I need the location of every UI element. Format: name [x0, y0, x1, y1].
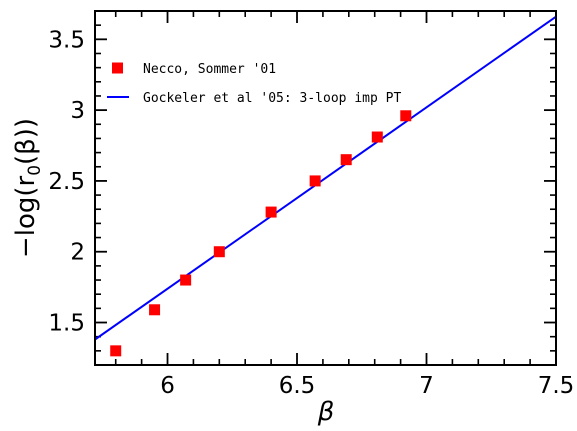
data-point	[265, 206, 277, 218]
legend: Necco, Sommer '01 Gockeler et al '05: 3-l…	[107, 62, 401, 106]
data-point	[110, 345, 122, 357]
x-tick-label: 6	[160, 373, 175, 399]
plot-frame	[94, 10, 557, 366]
y-tick-label: 2	[70, 240, 85, 266]
data-point	[371, 131, 383, 143]
y-tick-labels: 1.5 2 2.5 3 3.5	[48, 27, 85, 336]
y-axis-title-subscript: 0	[25, 165, 45, 176]
data-point	[149, 304, 161, 316]
data-point	[213, 246, 225, 258]
x-axis-title: β	[317, 397, 335, 427]
y-tick-label: 3	[70, 98, 85, 124]
data-point	[400, 110, 412, 122]
data-point	[340, 154, 352, 166]
fit-line	[95, 15, 556, 341]
y-axis-title-prefix: −log(r	[11, 175, 41, 258]
y-axis-title-suffix: (β))	[11, 118, 41, 165]
y-tick-label: 2.5	[48, 169, 85, 195]
series-layer	[95, 15, 556, 357]
y-tick-label: 1.5	[48, 311, 85, 337]
x-tick-label: 6.5	[279, 373, 316, 399]
legend-label: Gockeler et al '05: 3-loop imp PT	[143, 91, 401, 106]
x-tick-label: 7	[419, 373, 434, 399]
x-tick-labels: 6 6.5 7 7.5	[160, 373, 574, 399]
x-tick-label: 7.5	[538, 373, 575, 399]
legend-label: Necco, Sommer '01	[143, 62, 276, 77]
data-point	[180, 274, 192, 286]
legend-marker	[112, 62, 123, 74]
y-tick-label: 3.5	[48, 27, 85, 53]
data-point	[309, 175, 321, 187]
y-axis-title: −log(r0(β))	[11, 118, 45, 258]
